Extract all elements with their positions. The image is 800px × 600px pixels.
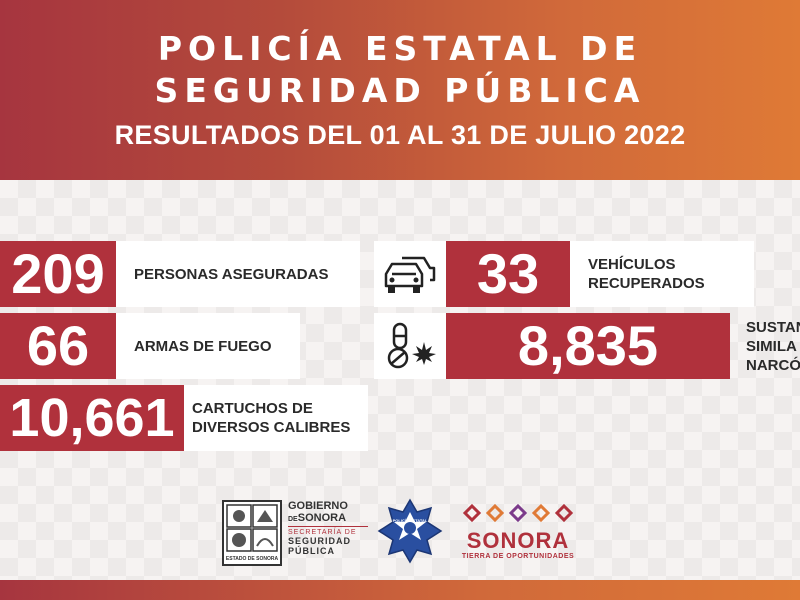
gobierno-logo: GOBIERNO DESONORA SECRETARÍA DE SEGURIDA… (288, 500, 368, 566)
sustancias-value: 8,835 (446, 313, 730, 379)
header-banner: POLICÍA ESTATAL DE SEGURIDAD PÚBLICA RES… (0, 0, 800, 180)
cartuchos-label-line2: DIVERSOS CALIBRES (192, 419, 351, 436)
sustancias-label: SUSTAN SIMILA NARCÓ (730, 313, 800, 379)
personas-value: 209 (0, 241, 116, 307)
escudo-sonora-logo: ESTADO DE SONORA (222, 500, 282, 566)
sonora-tagline: TIERRA DE OPORTUNIDADES (461, 553, 575, 560)
page-subtitle: RESULTADOS DEL 01 AL 31 DE JULIO 2022 (114, 120, 686, 150)
sustancias-label-line1: SUSTAN (746, 318, 800, 336)
sonora-name: SONORA (466, 528, 570, 553)
secretaria-line1: SECRETARÍA DE (288, 529, 357, 536)
cartuchos-label: CARTUCHOS DE DIVERSOS CALIBRES (184, 385, 368, 451)
cartuchos-value: 10,661 (0, 385, 184, 451)
gobierno-prefix: DE (288, 516, 298, 523)
vehiculos-label: VEHÍCULOS RECUPERADOS (570, 241, 754, 307)
pills-cannabis-icon (387, 322, 436, 369)
police-star-badge-icon (377, 498, 443, 564)
armas-label-text: ARMAS DE FUEGO (134, 337, 272, 355)
gobierno-line1: GOBIERNO (288, 500, 348, 512)
police-badge-logo: POLICÍA ESTATAL (377, 498, 443, 564)
sustancias-label-line2: SIMILA (746, 337, 797, 355)
personas-label: PERSONAS ASEGURADAS (116, 241, 360, 307)
coat-of-arms-icon (226, 504, 278, 552)
sustancias-label-line3: NARCÓ (746, 356, 800, 374)
cars-icon-box (374, 241, 446, 307)
vehiculos-label-line1: VEHÍCULOS (588, 256, 676, 273)
vehiculos-label-line2: RECUPERADOS (588, 275, 705, 292)
badge-text: POLICÍA ESTATAL (392, 518, 428, 523)
vehiculos-value: 33 (446, 241, 570, 307)
page-title-line1: POLICÍA ESTATAL DE (157, 29, 643, 68)
gobierno-line2: DESONORA (288, 512, 368, 524)
page-title-line2: SEGURIDAD PÚBLICA (154, 71, 646, 110)
secretaria-line2: SEGURIDAD (288, 536, 352, 546)
secretaria-block: SECRETARÍA DE SEGURIDAD PÚBLICA (288, 526, 368, 556)
armas-value: 66 (0, 313, 116, 379)
gobierno-sonora: SONORA (297, 512, 347, 524)
escudo-caption: ESTADO DE SONORA (225, 556, 279, 562)
armas-label: ARMAS DE FUEGO (116, 313, 300, 379)
footer-stripe (0, 580, 800, 600)
secretaria-line3: PÚBLICA (288, 546, 335, 556)
sonora-pattern-icon (462, 503, 574, 523)
personas-label-text: PERSONAS ASEGURADAS (134, 265, 329, 283)
cartuchos-label-line1: CARTUCHOS DE (192, 400, 313, 417)
sonora-brand-logo: SONORA TIERRA DE OPORTUNIDADES (458, 502, 578, 564)
pills-icon-box (374, 313, 446, 379)
cars-icon (384, 256, 436, 293)
